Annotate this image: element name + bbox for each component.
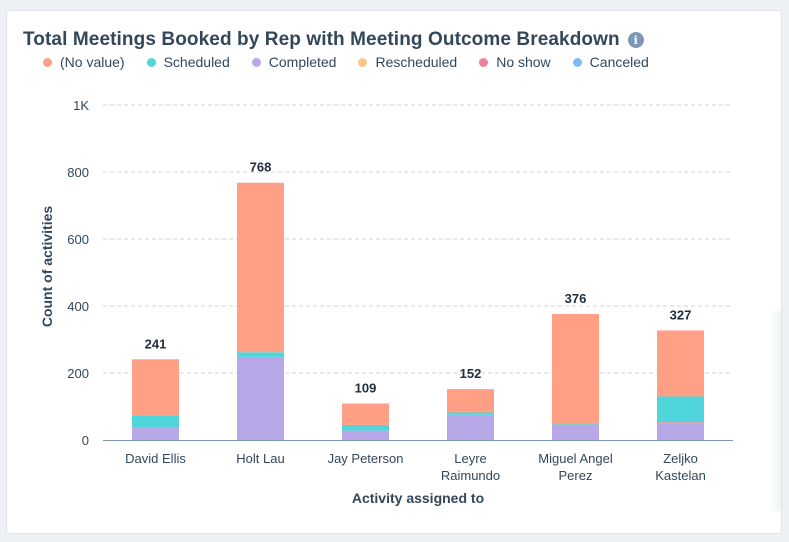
- bar-segment[interactable]: [342, 403, 389, 425]
- x-tick-label: Raimundo: [441, 468, 500, 483]
- legend-swatch-icon: [479, 57, 489, 67]
- y-tick-label: 800: [67, 165, 89, 180]
- legend-label: (No value): [60, 54, 125, 70]
- bar-segment[interactable]: [342, 424, 389, 431]
- y-tick-label: 600: [67, 232, 89, 247]
- chart-legend: (No value) Scheduled Completed Reschedul…: [43, 54, 649, 70]
- legend-item-no-value[interactable]: (No value): [43, 54, 125, 70]
- bar-segment[interactable]: [657, 423, 704, 440]
- legend-swatch-icon: [251, 57, 261, 67]
- bar-segment[interactable]: [237, 182, 284, 353]
- legend-swatch-icon: [146, 57, 156, 67]
- bar-segment[interactable]: [342, 430, 389, 440]
- x-tick-label: Leyre: [454, 451, 487, 466]
- scroll-shadow: [767, 311, 781, 511]
- legend-swatch-icon: [572, 57, 582, 67]
- bar-segment[interactable]: [657, 422, 704, 424]
- x-tick-label: Zeljko: [663, 451, 698, 466]
- legend-item-no-show[interactable]: No show: [479, 54, 551, 70]
- bar-segment[interactable]: [657, 330, 704, 397]
- chart-title: Total Meetings Booked by Rep with Meetin…: [23, 29, 620, 50]
- bar-total-label: 109: [355, 380, 377, 395]
- legend-label: Canceled: [589, 54, 649, 70]
- bar-total-label: 376: [565, 291, 587, 306]
- bar-segment[interactable]: [552, 424, 599, 426]
- y-tick-label: 0: [82, 433, 89, 448]
- bar-segment[interactable]: [237, 356, 284, 440]
- x-axis-title: Activity assigned to: [352, 490, 484, 506]
- info-icon[interactable]: i: [627, 32, 644, 48]
- x-tick-label: Jay Peterson: [328, 451, 404, 466]
- legend-label: Rescheduled: [375, 54, 458, 70]
- legend-item-completed[interactable]: Completed: [251, 54, 337, 70]
- title-row: Total Meetings Booked by Rep with Meetin…: [23, 29, 644, 51]
- bar-segment[interactable]: [237, 352, 284, 357]
- bar-total-label: 768: [250, 160, 272, 175]
- legend-swatch-icon: [43, 57, 52, 67]
- bar-segment[interactable]: [447, 389, 494, 413]
- legend-item-scheduled[interactable]: Scheduled: [146, 54, 230, 70]
- legend-label: Scheduled: [163, 54, 230, 70]
- x-tick-label: Miguel Angel: [538, 451, 613, 466]
- legend-swatch-icon: [358, 57, 368, 67]
- y-tick-label: 200: [67, 366, 89, 381]
- bar-segment[interactable]: [552, 425, 599, 440]
- bar-segment[interactable]: [447, 414, 494, 440]
- bar-total-label: 241: [145, 336, 167, 351]
- legend-item-canceled[interactable]: Canceled: [572, 54, 649, 70]
- legend-label: Completed: [268, 54, 337, 70]
- y-tick-label: 1K: [73, 98, 89, 113]
- stacked-bar-chart: 0 200 400 600 800 1K Count of activities 241 Dav…: [39, 98, 733, 506]
- x-tick-label: Kastelan: [655, 468, 706, 483]
- bar-segment[interactable]: [132, 359, 179, 416]
- legend-label: No show: [496, 54, 551, 70]
- bar-segment[interactable]: [657, 396, 704, 423]
- x-tick-label: Perez: [559, 468, 593, 483]
- bar-segment[interactable]: [132, 427, 179, 440]
- y-tick-label: 400: [67, 299, 89, 314]
- y-axis-title: Count of activities: [39, 206, 55, 328]
- bar-total-label: 327: [670, 307, 692, 322]
- bar-total-label: 152: [460, 366, 482, 381]
- report-card: Total Meetings Booked by Rep with Meetin…: [6, 10, 782, 534]
- bar-segment[interactable]: [447, 412, 494, 415]
- x-tick-label: Holt Lau: [236, 451, 284, 466]
- x-tick-label: David Ellis: [125, 451, 186, 466]
- bar-segment[interactable]: [552, 314, 599, 425]
- legend-item-rescheduled[interactable]: Rescheduled: [358, 54, 457, 70]
- bar-segment[interactable]: [132, 415, 179, 428]
